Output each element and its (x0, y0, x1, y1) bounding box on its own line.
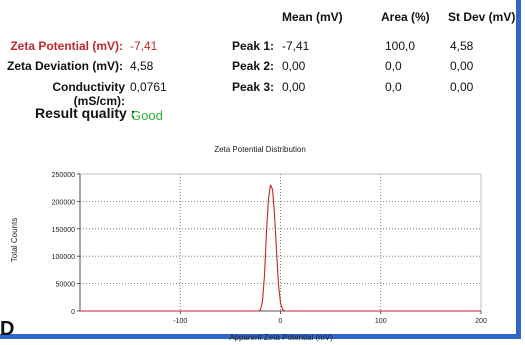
peak-1-label: Peak 1: (231, 39, 274, 53)
peak-3-label: Peak 3: (231, 80, 274, 94)
zeta-potential-label: Zeta Potential (mV): (10, 39, 123, 53)
result-quality-value: Good (131, 108, 163, 123)
conductivity-value: 0,0761 (130, 80, 167, 94)
peak-3-stdev: 0,00 (450, 80, 474, 94)
peak-2-area: 0,0 (385, 59, 402, 73)
zeta-deviation-label: Zeta Deviation (mV): (6, 59, 123, 73)
peak-1-area: 100,0 (385, 39, 416, 53)
conductivity-label: Conductivity (mS/cm): (52, 80, 125, 108)
zeta-deviation-value: 4,58 (130, 59, 154, 73)
peak-2-label: Peak 2: (231, 59, 274, 73)
header-area: Area (%) (381, 10, 430, 24)
zeta-potential-value: -7,41 (130, 39, 158, 53)
peak-2-stdev: 0,00 (450, 59, 474, 73)
panel-corner-label: D (0, 318, 15, 340)
header-stdev: St Dev (mV) (448, 10, 516, 24)
peak-3-area: 0,0 (385, 80, 402, 94)
peak-3-mean: 0,00 (282, 80, 306, 94)
peak-2-mean: 0,00 (282, 59, 306, 73)
panel-frame (0, 0, 521, 339)
peak-1-mean: -7,41 (282, 39, 310, 53)
result-quality-label: Result quality : (35, 105, 136, 121)
header-mean: Mean (mV) (282, 10, 343, 24)
peak-1-stdev: 4,58 (450, 39, 474, 53)
